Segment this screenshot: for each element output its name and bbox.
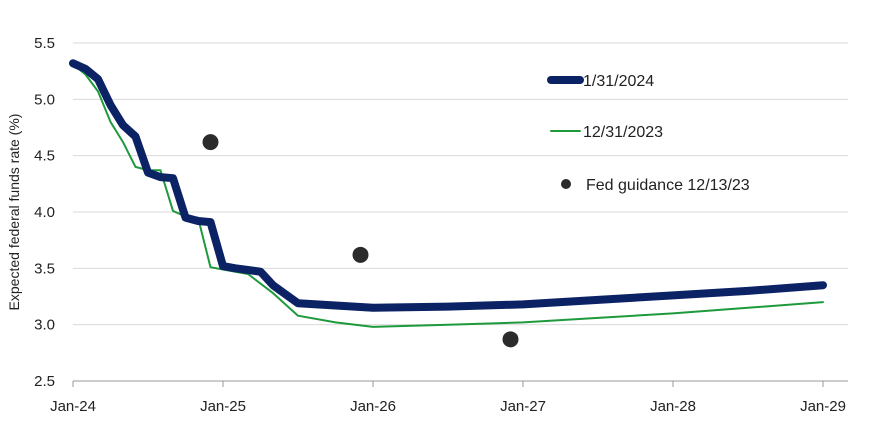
x-tick-label: Jan-26: [350, 398, 396, 415]
legend: 1/31/2024 12/31/2023 Fed guidance 12/13/23: [547, 73, 750, 194]
series-layer: [69, 59, 827, 348]
legend-label: 12/31/2023: [583, 124, 663, 141]
series-line-jan-2024: [69, 59, 827, 312]
y-tick-label: 5.0: [34, 91, 55, 108]
x-tick-label: Jan-28: [650, 398, 696, 415]
y-tick-label: 5.5: [34, 35, 55, 52]
fed-guidance-point: [502, 331, 519, 348]
x-tick-label: Jan-29: [800, 398, 846, 415]
y-tick-labels: 2.5 3.0 3.5 4.0 4.5 5.0 5.5: [34, 35, 55, 390]
y-tick-label: 4.0: [34, 204, 55, 221]
legend-swatch-dot: [561, 179, 571, 189]
y-tick-label: 3.0: [34, 317, 55, 334]
grid-lines: [73, 42, 848, 326]
fed-guidance-point: [352, 246, 369, 263]
y-axis-title: Expected federal funds rate (%): [6, 114, 22, 311]
y-tick-label: 4.5: [34, 148, 55, 165]
series-line-dec-2023: [72, 63, 824, 328]
x-tick-label: Jan-25: [200, 398, 246, 415]
x-tick-labels: Jan-24 Jan-25 Jan-26 Jan-27 Jan-28 Jan-29: [50, 398, 846, 415]
axes: [72, 380, 848, 387]
fed-guidance-point: [202, 134, 219, 151]
x-tick-label: Jan-27: [500, 398, 546, 415]
legend-label-fed-guidance: Fed guidance 12/13/23: [586, 177, 750, 194]
legend-label: 1/31/2024: [583, 73, 654, 90]
y-tick-label: 2.5: [34, 373, 55, 390]
x-tick-label: Jan-24: [50, 398, 96, 415]
y-tick-label: 3.5: [34, 260, 55, 277]
